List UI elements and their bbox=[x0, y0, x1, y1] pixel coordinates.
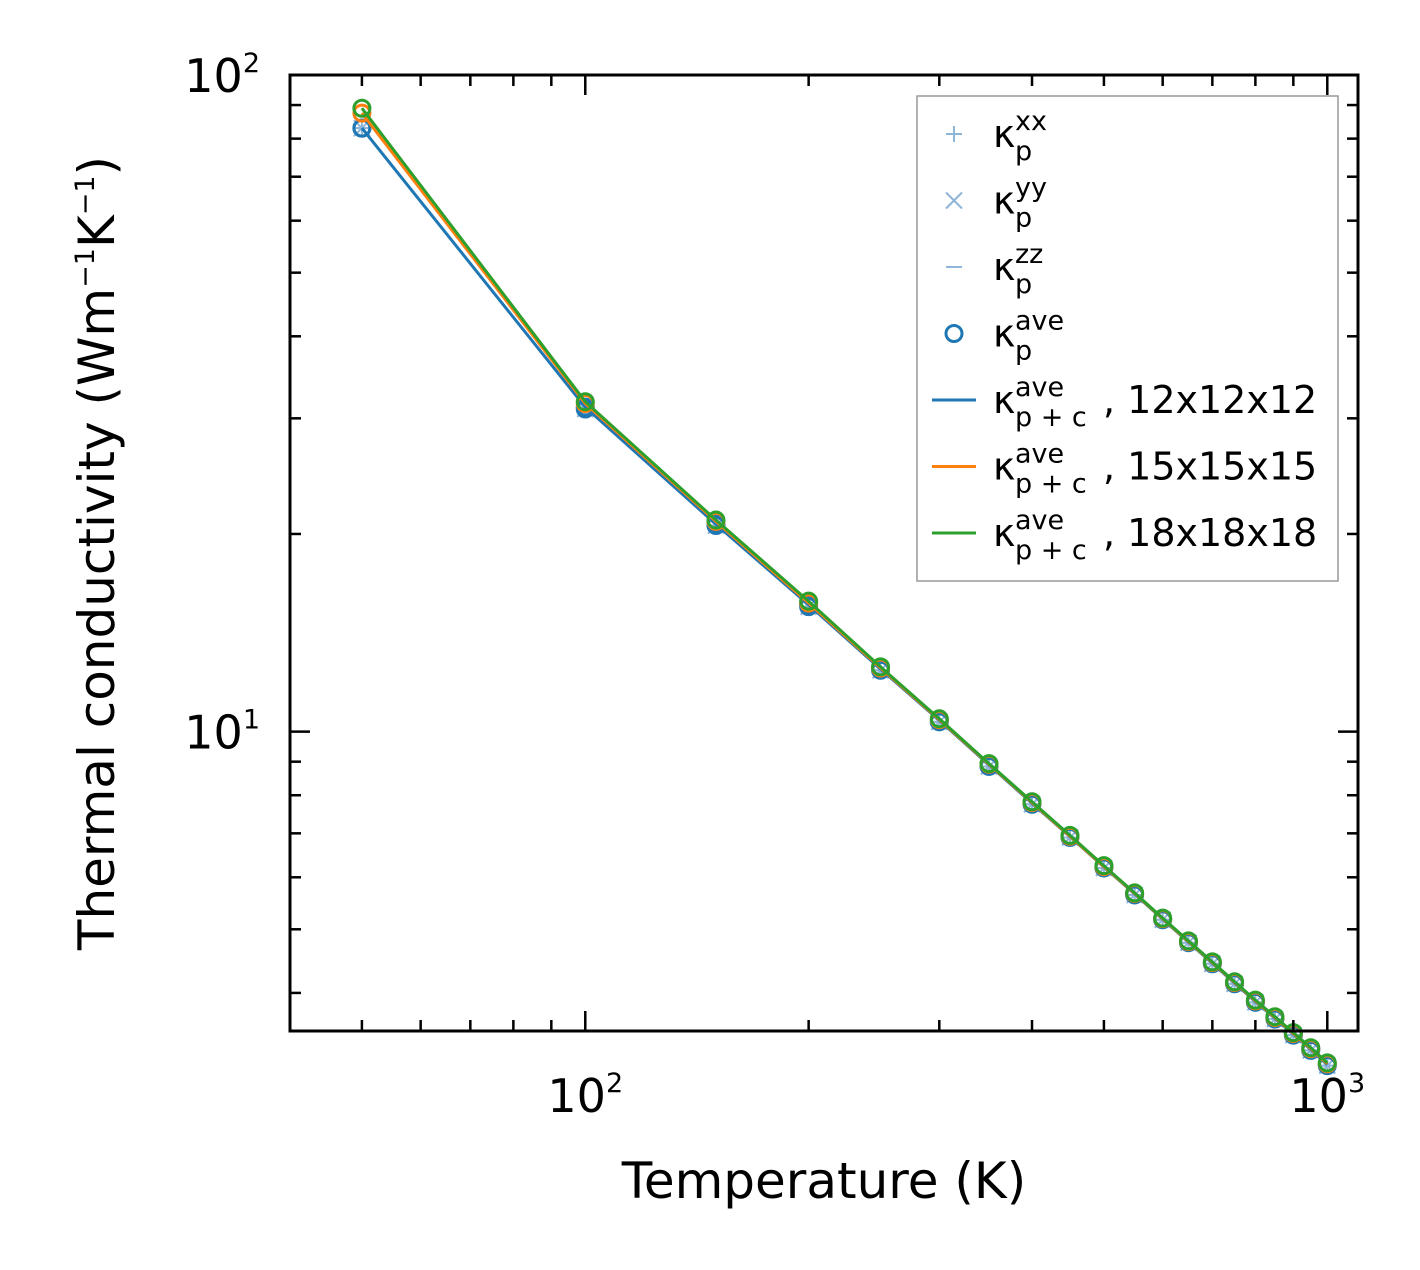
data-point bbox=[1202, 952, 1222, 972]
tick-label-exponent: 2 bbox=[243, 48, 260, 79]
legend-label-base: κ bbox=[993, 245, 1015, 289]
data-point bbox=[871, 657, 891, 677]
legend-marker-handle bbox=[946, 126, 962, 142]
legend-label-superscript: yy bbox=[1015, 173, 1047, 204]
data-point bbox=[929, 709, 949, 729]
data-point bbox=[979, 754, 999, 774]
series-line bbox=[360, 107, 1329, 1065]
data-point bbox=[799, 591, 819, 611]
legend-label-superscript: xx bbox=[1015, 106, 1047, 137]
legend-item: κave p + c , 12x12x12 bbox=[932, 372, 1317, 433]
tick-label-base: 10 bbox=[184, 49, 243, 103]
tick-label-base: 10 bbox=[184, 706, 243, 760]
data-point bbox=[1094, 856, 1114, 876]
legend-label-base: κ bbox=[993, 179, 1015, 223]
legend-marker-handle bbox=[944, 324, 964, 343]
legend-label-subscript: p + c bbox=[1015, 535, 1087, 566]
plot-frame bbox=[288, 73, 1360, 1033]
legend-item: κyy p bbox=[945, 173, 1047, 234]
data-point bbox=[1060, 825, 1080, 845]
legend-label-subscript: p bbox=[1015, 336, 1032, 367]
legend-label: κave p bbox=[993, 306, 1064, 367]
legend-label-superscript: ave bbox=[1015, 439, 1064, 470]
data-point bbox=[352, 98, 372, 118]
legend-label: κyy p bbox=[993, 173, 1047, 234]
legend-label-tail: , 18x18x18 bbox=[1103, 511, 1317, 555]
legend-item: κave p + c , 18x18x18 bbox=[932, 505, 1317, 566]
tick-label-exponent: 1 bbox=[243, 705, 260, 736]
data-point bbox=[575, 392, 595, 412]
x-tick-label: 103 bbox=[1289, 1068, 1365, 1123]
data-point bbox=[1153, 908, 1173, 928]
legend-marker-handle bbox=[945, 191, 963, 210]
legend-label: κzz p bbox=[993, 239, 1043, 300]
legend-label-superscript: ave bbox=[1015, 505, 1064, 536]
legend-label-base: κ bbox=[993, 445, 1015, 489]
y-axis-label-exp2: −1 bbox=[70, 175, 101, 215]
series-layer bbox=[352, 98, 1337, 1076]
legend-label: κave p + c , 18x18x18 bbox=[993, 505, 1317, 566]
legend-label-superscript: ave bbox=[1015, 306, 1064, 337]
legend-label: κave p + c , 15x15x15 bbox=[993, 439, 1317, 500]
legend-item: κzz p bbox=[946, 239, 1043, 300]
y-axis-label: Thermal conductivity (Wm−1K−1) bbox=[68, 156, 126, 951]
legend-item: κxx p bbox=[946, 106, 1047, 167]
data-point bbox=[1225, 972, 1245, 992]
y-tick-label: 101 bbox=[184, 705, 260, 760]
legend-label: κxx p bbox=[993, 106, 1047, 167]
legend-label-base: κ bbox=[993, 312, 1015, 356]
y-axis-label-suffix: ) bbox=[68, 156, 126, 176]
y-axis-label-prefix: Thermal conductivity (Wm bbox=[68, 288, 126, 951]
legend-label-subscript: p bbox=[1015, 203, 1032, 234]
data-point bbox=[1317, 1053, 1337, 1073]
legend-label-superscript: ave bbox=[1015, 372, 1064, 403]
legend-label-tail: , 15x15x15 bbox=[1103, 445, 1317, 489]
legend-label-superscript: zz bbox=[1015, 239, 1043, 270]
legend-item: κave p + c , 15x15x15 bbox=[932, 439, 1317, 500]
data-point bbox=[1301, 1038, 1321, 1058]
legend-label-base: κ bbox=[993, 511, 1015, 555]
y-axis-label-mid: K bbox=[68, 214, 126, 248]
legend-box bbox=[916, 95, 1339, 582]
data-point bbox=[1022, 792, 1042, 812]
legend-label-base: κ bbox=[993, 378, 1015, 422]
data-point bbox=[1178, 931, 1198, 951]
legend-label-subscript: p + c bbox=[1015, 469, 1087, 500]
tick-label-exponent: 2 bbox=[606, 1068, 623, 1099]
x-tick-label: 102 bbox=[547, 1068, 623, 1123]
tick-label-base: 10 bbox=[547, 1069, 606, 1123]
legend-label-base: κ bbox=[993, 112, 1015, 156]
data-point bbox=[1125, 883, 1145, 903]
legend-label-subscript: p bbox=[1015, 269, 1032, 300]
legend-label-subscript: p + c bbox=[1015, 402, 1087, 433]
y-tick-label: 102 bbox=[184, 48, 260, 103]
data-point bbox=[1245, 990, 1265, 1010]
data-point bbox=[706, 510, 726, 530]
y-axis-label-exp1: −1 bbox=[70, 248, 101, 288]
tick-label-exponent: 3 bbox=[1348, 1068, 1365, 1099]
x-axis-label: Temperature (K) bbox=[621, 1152, 1026, 1210]
legend-item: κave p bbox=[944, 306, 1064, 367]
legend-label: κave p + c , 12x12x12 bbox=[993, 372, 1317, 433]
tick-label-base: 10 bbox=[1289, 1069, 1348, 1123]
data-point bbox=[1265, 1007, 1285, 1027]
series-6 bbox=[352, 98, 1337, 1073]
legend-label-subscript: p bbox=[1015, 136, 1032, 167]
legend-label-tail: , 12x12x12 bbox=[1103, 378, 1317, 422]
